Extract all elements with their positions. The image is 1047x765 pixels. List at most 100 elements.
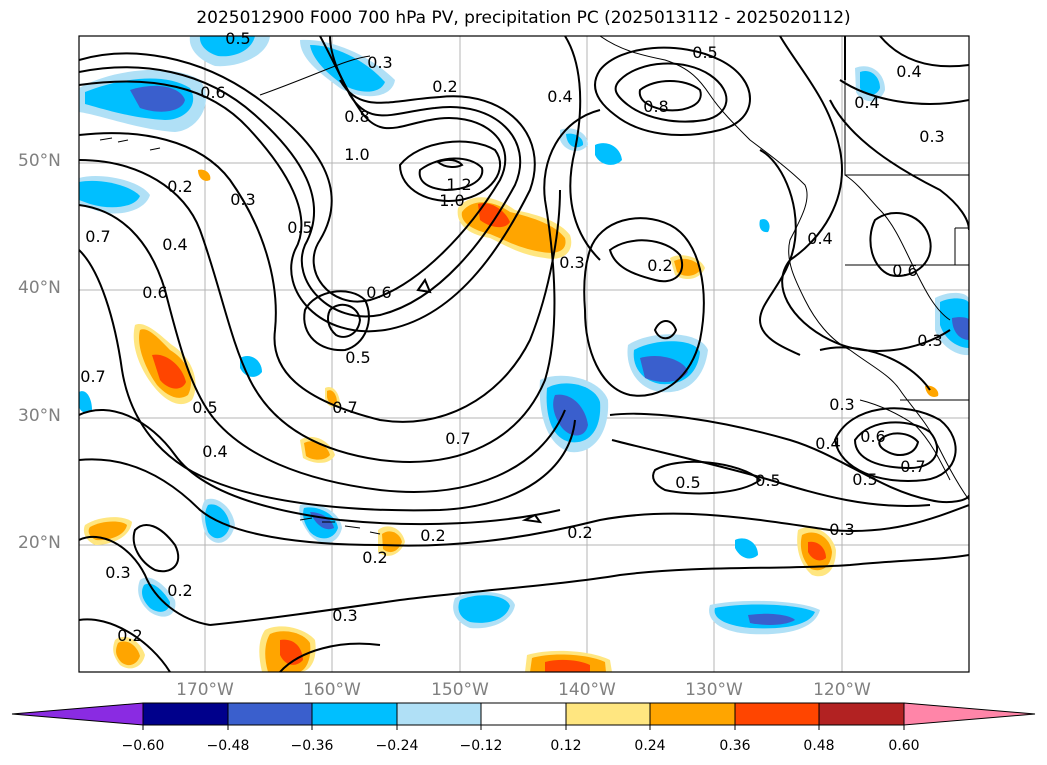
pv-contour	[594, 46, 751, 136]
pv-contour	[398, 140, 501, 202]
contour-label: 1.0	[344, 145, 369, 164]
contour-label: 0.3	[829, 395, 854, 414]
pv-contour	[379, 504, 969, 547]
precip-blob	[79, 180, 140, 208]
contour-label: 0.5	[192, 398, 217, 417]
contour-label: 0.3	[919, 127, 944, 146]
precip-blob	[553, 394, 588, 436]
contour-label: 0.3	[367, 53, 392, 72]
pv-contour	[279, 642, 381, 672]
lon-label-140w: 140°W	[558, 680, 616, 700]
colorbar-extend-high	[903, 702, 1036, 726]
contour-label: 0.5	[675, 473, 700, 492]
pv-contour	[79, 79, 536, 333]
colorbar-segment	[649, 702, 736, 726]
pv-contour	[829, 99, 969, 231]
contour-label: 0.4	[815, 434, 840, 453]
contour-label: 0.7	[445, 429, 470, 448]
colorbar-tick-label: −0.48	[206, 738, 250, 754]
contour-label: 0.7	[80, 367, 105, 386]
precip-blob	[808, 541, 826, 561]
pv-contour	[79, 458, 381, 546]
pv-contours	[79, 36, 969, 672]
contour-label: 0.3	[105, 563, 130, 582]
contour-label: 0.2	[432, 77, 457, 96]
colorbar-segment	[227, 702, 313, 726]
contour-label: 0.5	[692, 43, 717, 62]
colorbar-segment	[818, 702, 905, 726]
pv-contour	[609, 412, 969, 504]
contour-label: 0.2	[362, 548, 387, 567]
colorbar-segment	[565, 702, 651, 726]
coastline	[954, 227, 969, 265]
precip-blob	[142, 583, 170, 612]
precip-blob	[640, 355, 688, 382]
contour-label: 0.4	[807, 229, 832, 248]
lat-label-30n: 30°N	[18, 406, 61, 426]
precip-blob	[748, 613, 795, 625]
colorbar-tick-label: 0.60	[888, 738, 920, 754]
precip-blob	[199, 36, 255, 57]
coastline	[99, 137, 161, 151]
contour-label: 0.3	[559, 253, 584, 272]
contour-label: 0.2	[167, 177, 192, 196]
coastlines	[99, 36, 969, 535]
contour-label: 0.7	[85, 227, 110, 246]
colorbar-tick-label: −0.36	[290, 738, 334, 754]
pv-contour	[878, 432, 920, 456]
precip-blob	[327, 390, 337, 405]
colorbar-segment	[734, 702, 820, 726]
pv-contour	[79, 618, 171, 672]
contour-label-layer: 0.5 0.6 0.8 1.0 0.2 0.3 0.5 0.4 0.6 0.7 …	[80, 29, 944, 645]
pv-contour	[79, 36, 522, 318]
precip-blob	[116, 641, 140, 666]
precip-shading	[79, 36, 969, 672]
contour-label: 0.5	[755, 471, 780, 490]
contour-label: 0.7	[332, 398, 357, 417]
lat-label-20n: 20°N	[18, 533, 61, 553]
colorbar-tick-label: 0.48	[803, 738, 835, 754]
contour-label: 0.4	[547, 87, 572, 106]
pv-contour	[652, 460, 762, 495]
contour-label: 0.2	[420, 526, 445, 545]
colorbar-tick-label: −0.60	[121, 738, 165, 754]
coastline	[599, 36, 969, 501]
contour-label: 0.4	[162, 235, 187, 254]
coastline	[299, 517, 381, 535]
pv-contour	[79, 36, 507, 303]
contour-label: 0.2	[567, 523, 592, 542]
precip-blob	[79, 391, 92, 413]
contour-label: 0.2	[647, 256, 672, 275]
pv-contour	[583, 217, 705, 397]
lon-label-160w: 160°W	[303, 680, 361, 700]
precip-blob	[130, 85, 185, 112]
pv-contour	[209, 554, 969, 626]
contour-label: 0.3	[829, 520, 854, 539]
contour-label: 0.5	[345, 348, 370, 367]
pv-contour	[564, 36, 601, 261]
precip-blob	[152, 354, 186, 389]
pv-contour	[303, 290, 370, 352]
pv-contour	[79, 409, 561, 526]
lon-label-130w: 130°W	[685, 680, 743, 700]
contour-label: 0.8	[643, 97, 668, 116]
pv-contour	[79, 109, 601, 463]
lat-label-40n: 40°N	[18, 278, 61, 298]
pv-contour	[611, 439, 931, 507]
coastline	[259, 55, 371, 96]
precip-blob	[735, 538, 758, 559]
map-title: 2025012900 F000 700 hPa PV, precipitatio…	[196, 8, 851, 28]
pv-contour	[132, 524, 180, 573]
contour-label: 0.3	[917, 331, 942, 350]
pv-contour	[327, 303, 362, 338]
lon-label-120w: 120°W	[813, 680, 871, 700]
coastline	[844, 174, 951, 321]
contour-label: 0.3	[230, 190, 255, 209]
colorbar-segment	[311, 702, 398, 726]
pv-contour	[758, 149, 801, 356]
contour-label: 0.4	[202, 442, 227, 461]
precip-blob	[566, 133, 584, 148]
pv-contour	[879, 36, 969, 68]
precip-blob	[198, 169, 211, 181]
